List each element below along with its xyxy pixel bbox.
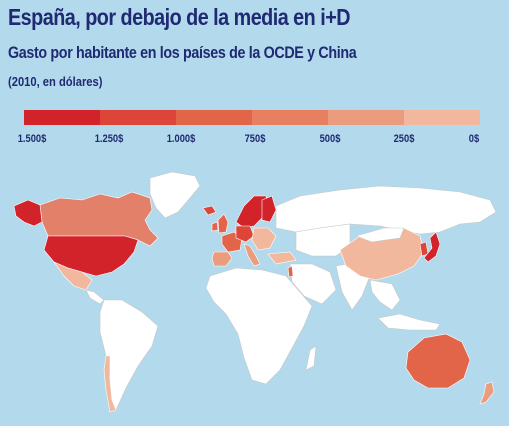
iceland: [202, 205, 217, 216]
japan: [423, 231, 441, 263]
southeast-asia: [369, 279, 401, 311]
mexico: [53, 261, 93, 291]
middle-east: [289, 263, 337, 305]
legend-swatch-5: [328, 110, 404, 125]
turkey: [267, 251, 297, 265]
legend-label-250: 250$: [393, 133, 415, 145]
legend-color-bar: [24, 110, 480, 125]
australia: [405, 333, 471, 389]
ireland: [211, 221, 219, 232]
map-unit: (2010, en dólares): [8, 74, 103, 89]
legend-swatch-3: [176, 110, 252, 125]
legend-swatch-6: [404, 110, 480, 125]
legend-label-0: 0$: [468, 133, 480, 145]
chile: [103, 355, 117, 413]
italy: [243, 243, 261, 267]
south-america: [99, 299, 159, 411]
legend-labels: 1.500$ 1.250$ 1.000$ 750$ 500$ 250$ 0$: [0, 133, 509, 149]
legend-label-1250: 1.250$: [94, 133, 124, 145]
finland: [261, 195, 277, 223]
legend-label-1500: 1.500$: [17, 133, 47, 145]
eastern-europe: [251, 227, 277, 251]
alaska: [13, 199, 43, 227]
header: España, por debajo de la media en i+D Ga…: [0, 0, 509, 155]
legend-label-1000: 1.000$: [166, 133, 196, 145]
legend-swatch-4: [252, 110, 328, 125]
indonesia: [377, 313, 441, 331]
germany: [235, 225, 255, 243]
legend-label-500: 500$: [319, 133, 341, 145]
israel: [287, 265, 294, 278]
africa: [205, 267, 313, 385]
legend-swatch-1: [24, 110, 100, 125]
legend-label-750: 750$: [244, 133, 266, 145]
spain: [211, 251, 233, 267]
map-title: España, por debajo de la media en i+D: [8, 4, 351, 30]
uk: [217, 213, 229, 234]
new-zealand: [479, 381, 495, 405]
mongolia: [355, 227, 405, 243]
map-subtitle: Gasto por habitante en los países de la …: [8, 43, 357, 62]
world-map: [0, 155, 509, 426]
central-america: [85, 289, 105, 305]
madagascar: [305, 345, 317, 371]
greenland: [149, 171, 201, 219]
legend-swatch-2: [100, 110, 176, 125]
